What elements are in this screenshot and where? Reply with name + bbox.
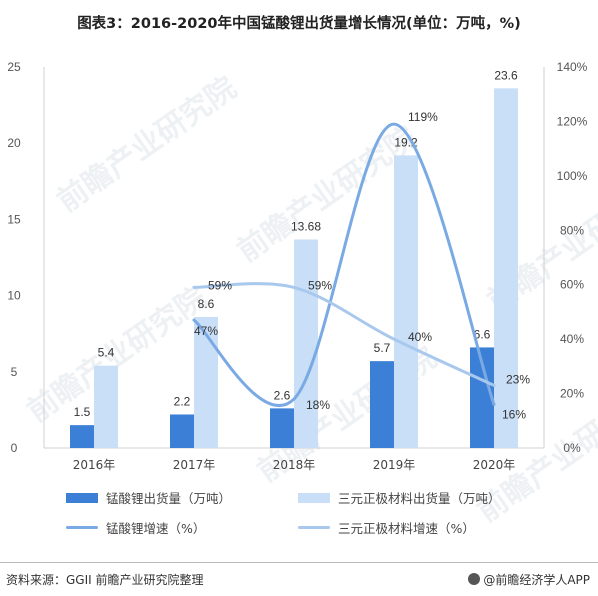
chart-title: 图表3：2016-2020年中国锰酸锂出货量增长情况(单位：万吨，%) [77, 16, 521, 32]
y-tick-label-left: 5 [11, 365, 18, 379]
data-label-bar-1: 6.6 [474, 327, 491, 341]
y-tick-label-right: 40% [560, 332, 584, 346]
legend-label-line2: 三元正极材料增速（%） [338, 521, 475, 536]
bar-2 [294, 239, 318, 448]
line-2 [192, 282, 496, 387]
y-tick-label-left: 0 [11, 441, 18, 455]
y-tick-label-right: 60% [560, 278, 584, 292]
y-tick-label-left: 20 [7, 136, 21, 150]
x-tick-label: 2019年 [373, 458, 416, 472]
x-tick-label: 2017年 [173, 458, 216, 472]
y-tick-label-right: 120% [557, 114, 588, 128]
data-label-bar-2: 19.2 [394, 135, 418, 149]
data-label-line-2: 59% [208, 278, 232, 292]
line-1 [192, 122, 496, 408]
data-label-bar-1: 5.7 [374, 341, 391, 355]
y-tick-label-left: 10 [7, 289, 21, 303]
data-label-bar-2: 23.6 [494, 68, 518, 82]
y-tick-label-right: 0% [563, 441, 581, 455]
legend-swatch-line1 [66, 526, 98, 529]
data-label-bar-2: 8.6 [198, 297, 215, 311]
bar-1 [270, 408, 294, 448]
data-label-bar-1: 2.2 [174, 394, 191, 408]
x-tick-label: 2018年 [273, 458, 316, 472]
y-tick-label-right: 140% [557, 60, 588, 74]
brand-logo-icon [468, 573, 481, 585]
x-tick-label: 2016年 [73, 458, 116, 472]
data-label-line-1: 16% [502, 407, 526, 421]
data-label-line-1: 47% [194, 324, 218, 338]
data-label-line-2: 23% [506, 372, 530, 386]
x-tick-label: 2020年 [473, 458, 516, 472]
brand-credit: @前瞻经济学人APP [468, 571, 590, 588]
legend-label-bar1: 锰酸锂出货量（万吨） [106, 491, 232, 506]
data-label-line-2: 59% [308, 278, 332, 292]
legend-item-line1: 锰酸锂增速（%） [66, 518, 205, 537]
legend-label-bar2: 三元正极材料出货量（万吨） [338, 491, 501, 506]
legend-item-bar1: 锰酸锂出货量（万吨） [66, 488, 231, 507]
y-tick-label-right: 20% [560, 387, 584, 401]
legend-item-line2: 三元正极材料增速（%） [298, 518, 475, 537]
bar-1 [70, 425, 94, 448]
bar-2 [194, 316, 218, 448]
data-label-line-2: 40% [408, 330, 432, 344]
combo-chart: 0 5 10 15 20 25 0% 20% 40% 60% 80% 100% 120% 140% 2016… [7, 60, 588, 472]
data-label-bar-1: 1.5 [74, 405, 91, 419]
legend-swatch-bar2 [298, 492, 330, 503]
y-tick-label-right: 100% [557, 169, 588, 183]
data-label-line-1: 18% [306, 398, 330, 412]
y-tick-label-left: 25 [7, 60, 21, 74]
data-label-bar-2: 5.4 [98, 346, 115, 360]
source-note: 资料来源：GGII 前瞻产业研究院整理 [6, 573, 204, 587]
legend-label-line1: 锰酸锂增速（%） [106, 521, 206, 536]
data-label-line-1: 119% [408, 110, 438, 124]
data-label-bar-2: 13.68 [291, 220, 321, 234]
footer-divider [0, 562, 598, 563]
bar-2 [494, 88, 518, 448]
bar-1 [370, 361, 394, 448]
y-tick-label-right: 80% [560, 223, 584, 237]
legend-swatch-bar1 [66, 492, 98, 503]
bar-2 [94, 365, 118, 448]
data-label-bar-1: 2.6 [274, 388, 291, 402]
legend-swatch-line2 [298, 526, 330, 529]
legend-item-bar2: 三元正极材料出货量（万吨） [298, 488, 501, 507]
bar-2 [394, 155, 418, 448]
bar-1 [170, 414, 194, 448]
y-tick-label-left: 15 [7, 212, 21, 226]
brand-text: @前瞻经济学人APP [483, 573, 590, 587]
